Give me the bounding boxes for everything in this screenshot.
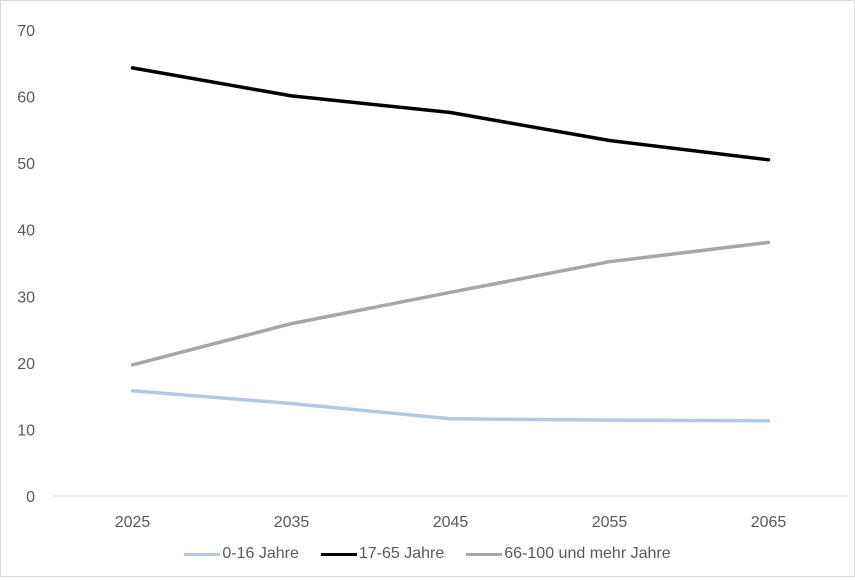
y-tick-label: 10 (17, 422, 35, 439)
x-tick-label: 2055 (592, 514, 628, 531)
legend-label: 66-100 und mehr Jahre (504, 545, 671, 562)
series-line-2 (130, 240, 771, 367)
legend: 0-16 Jahre 17-65 Jahre 66-100 und mehr Jah… (1, 545, 854, 563)
legend-label: 0-16 Jahre (222, 545, 299, 562)
y-tick-label: 30 (17, 289, 35, 306)
legend-item: 66-100 und mehr Jahre (466, 545, 671, 563)
y-tick-label: 40 (17, 223, 35, 240)
y-tick-label: 50 (17, 156, 35, 173)
y-tick-label: 20 (17, 356, 35, 373)
x-tick-label: 2045 (433, 514, 469, 531)
x-tick-label: 2035 (274, 514, 310, 531)
y-tick-label: 0 (26, 489, 35, 506)
series-lines (130, 66, 771, 423)
legend-swatch (466, 552, 503, 556)
legend-swatch (184, 552, 221, 556)
x-axis-ticks: 2025 2035 2045 2055 2065 (115, 514, 787, 531)
series-line-0 (130, 389, 771, 423)
series-line-1 (130, 66, 771, 162)
legend-item: 0-16 Jahre (184, 545, 299, 563)
legend-item: 17-65 Jahre (320, 545, 445, 563)
y-tick-label: 60 (17, 90, 35, 107)
legend-swatch (320, 552, 357, 556)
y-tick-label: 70 (17, 23, 35, 40)
legend-label: 17-65 Jahre (358, 545, 445, 562)
x-tick-label: 2065 (751, 514, 787, 531)
y-axis-ticks: 0 10 20 30 40 50 60 70 (17, 23, 35, 506)
x-tick-label: 2025 (115, 514, 151, 531)
